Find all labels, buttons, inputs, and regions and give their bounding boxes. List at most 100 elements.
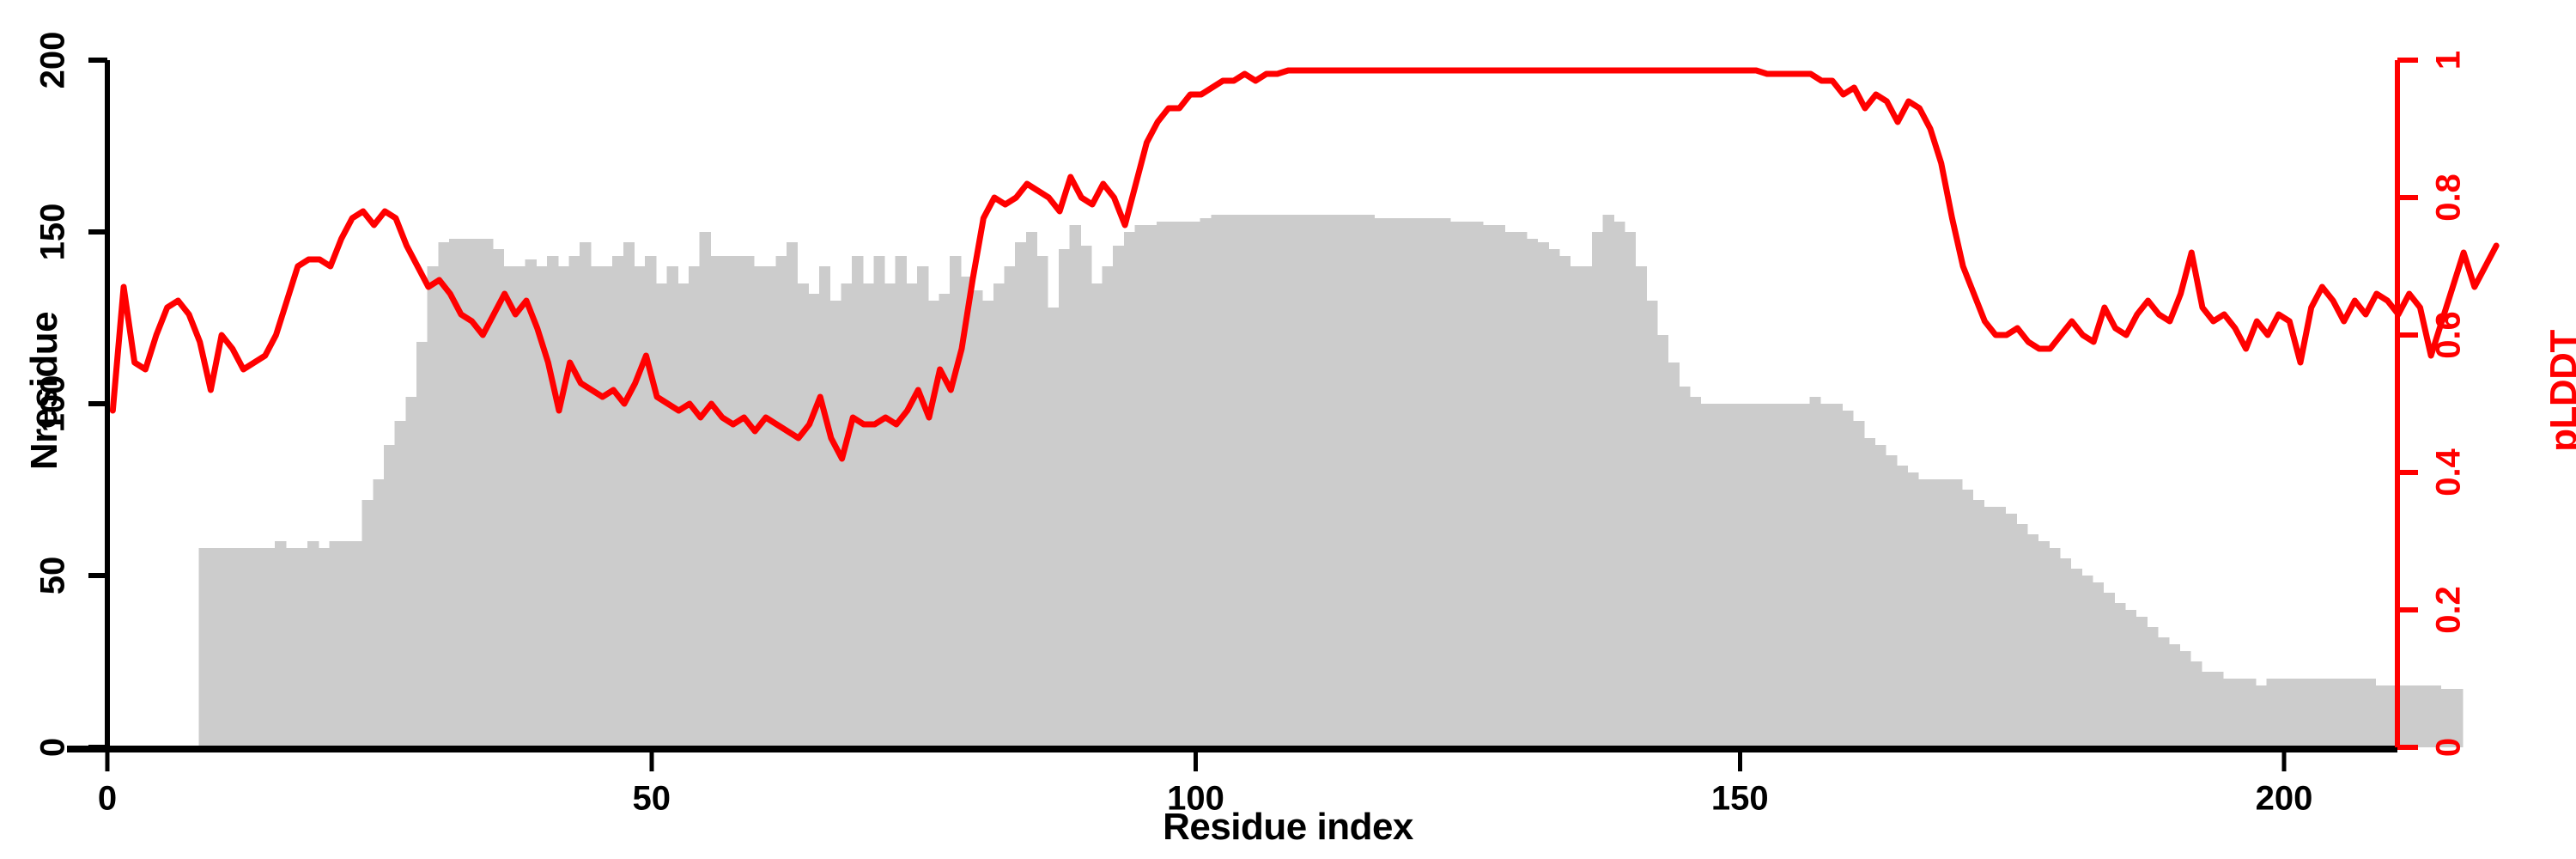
bar: [285, 548, 298, 747]
bar: [340, 541, 352, 747]
bar: [2136, 617, 2148, 747]
bar: [1820, 404, 1832, 747]
bar: [1472, 222, 1484, 747]
bar: [1526, 239, 1539, 747]
bar: [580, 242, 592, 747]
bar: [2299, 679, 2312, 747]
bar: [775, 256, 787, 747]
bar: [1406, 218, 1419, 747]
bar: [1679, 387, 1691, 747]
bar: [1602, 215, 1614, 747]
bar: [492, 249, 504, 747]
bar: [568, 256, 580, 747]
bar: [1613, 222, 1625, 747]
bar: [2190, 661, 2202, 747]
bar: [1004, 266, 1016, 747]
bar: [688, 266, 701, 747]
bar: [2168, 644, 2180, 747]
bar: [416, 342, 428, 747]
bar: [2124, 610, 2137, 747]
axes: [67, 58, 2418, 771]
bar: [2059, 558, 2072, 747]
x-axis-tick-label: 100: [1167, 779, 1224, 818]
bar: [1798, 404, 1810, 747]
bar: [2342, 679, 2354, 747]
bar: [1286, 215, 1299, 747]
bar: [1102, 266, 1114, 747]
bar: [971, 290, 983, 747]
bar: [1907, 472, 1919, 747]
y-axis-right-tick-label: 0.6: [2429, 311, 2468, 359]
bar: [917, 266, 929, 747]
bar: [753, 266, 766, 747]
bar: [405, 397, 417, 747]
bar: [873, 256, 885, 747]
bar: [2266, 679, 2278, 747]
bar: [1352, 215, 1364, 747]
bar: [2321, 679, 2333, 747]
bar: [1635, 266, 1647, 747]
bar: [1951, 479, 1963, 747]
bar: [361, 500, 374, 747]
x-axis-tick-label: 50: [632, 779, 671, 818]
bar: [2331, 679, 2344, 747]
bar: [2038, 541, 2050, 747]
bar: [601, 266, 613, 747]
bar: [2092, 582, 2105, 747]
bar: [1211, 215, 1223, 747]
bar: [895, 256, 907, 747]
bar: [438, 242, 450, 747]
bar: [264, 548, 276, 747]
bar: [2179, 651, 2191, 747]
bar: [950, 256, 962, 747]
bar: [1929, 479, 1941, 747]
y-axis-left-tick-label: 200: [33, 31, 72, 89]
bar: [1385, 218, 1397, 747]
bar: [2233, 679, 2245, 747]
bar: [503, 266, 515, 747]
bar: [1341, 215, 1353, 747]
y-axis-left-tick-label: 50: [33, 556, 72, 595]
bar: [1330, 215, 1342, 747]
bar: [677, 283, 690, 747]
y-axis-left-tick-label: 100: [33, 375, 72, 433]
bar: [2429, 685, 2442, 747]
bar: [645, 256, 657, 747]
bar: [1428, 218, 1441, 747]
bar: [1994, 507, 2007, 747]
bar: [1570, 266, 1582, 747]
bar: [482, 239, 494, 747]
bar: [1200, 218, 1212, 747]
bar: [982, 301, 994, 747]
bar: [242, 548, 254, 747]
bar: [1156, 222, 1169, 747]
bar: [1091, 283, 1103, 747]
bar: [797, 283, 809, 747]
bar: [993, 283, 1005, 747]
bar: [1178, 222, 1190, 747]
bar: [1744, 404, 1756, 747]
bar: [1646, 301, 1658, 747]
bar: [720, 256, 733, 747]
bar: [2288, 679, 2300, 747]
bar: [960, 277, 972, 747]
y-axis-right-tick-label: 1: [2429, 50, 2468, 70]
bar: [2212, 672, 2224, 747]
bar: [1069, 225, 1081, 747]
bar: [2245, 679, 2257, 747]
bar: [1025, 232, 1038, 747]
bar: [557, 266, 570, 747]
bar: [275, 541, 287, 747]
bar: [2364, 679, 2377, 747]
bar: [1320, 215, 1332, 747]
bar: [623, 242, 635, 747]
bar: [2049, 548, 2061, 747]
bar: [1058, 249, 1071, 747]
bar: [2277, 679, 2289, 747]
bar: [786, 242, 799, 747]
bar: [1863, 438, 1876, 747]
y-axis-right-tick-label: 0.8: [2429, 174, 2468, 222]
y-axis-right-tick-label: 0.4: [2429, 448, 2468, 497]
bar: [884, 283, 896, 747]
bar: [231, 548, 243, 747]
